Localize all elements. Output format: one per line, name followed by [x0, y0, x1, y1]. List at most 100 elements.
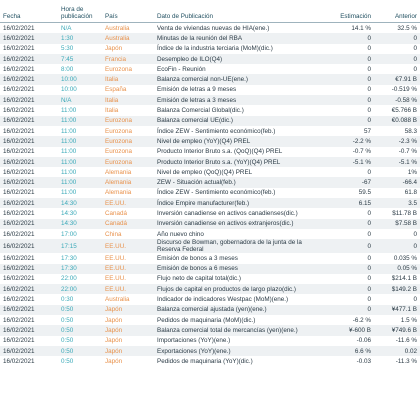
- estimate-cell: 0: [367, 230, 371, 238]
- event-cell: Índice ZEW - Sentimiento económico(feb.): [157, 127, 276, 135]
- estimate-cell: 57: [363, 127, 371, 135]
- time-cell: 0:30: [61, 296, 74, 304]
- country-cell: Francia: [102, 53, 154, 65]
- event-cell: Flujos de capital en productos de largo …: [154, 284, 322, 295]
- estimate-cell: 0: [322, 33, 374, 44]
- previous-cell: 1.5 %: [400, 316, 417, 324]
- row: 16/02/2021 14:30 Canadá Inversión canadiens…: [0, 218, 420, 229]
- previous-cell: -0.519 %: [391, 86, 417, 94]
- country-cell: EE.UU.: [105, 254, 126, 262]
- row: 16/02/2021 17:30 EE.UU. Emisión de bonos a …: [0, 263, 420, 274]
- event-cell: Balanza comercial non-UE(ene.): [154, 74, 322, 85]
- time-cell: 17:00: [61, 230, 77, 238]
- row: 16/02/2021 14:30 EE.UU. Índice Empire manuf…: [0, 198, 420, 209]
- estimate-cell: 0: [322, 218, 374, 229]
- country-cell: Japón: [105, 337, 123, 345]
- date-cell: 16/02/2021: [0, 95, 58, 106]
- date-cell: 16/02/2021: [0, 239, 58, 254]
- time-cell: 11:00: [58, 115, 102, 126]
- time-cell: 0:50: [61, 357, 74, 365]
- time-cell: 1:30: [58, 33, 102, 44]
- event-cell: Inversión canadiense en activos extranje…: [154, 218, 322, 229]
- country-cell: Eurozona: [102, 156, 154, 168]
- date-cell: 16/02/2021: [3, 316, 35, 324]
- country-cell: EE.UU.: [105, 275, 126, 283]
- time-cell: 11:00: [58, 177, 102, 188]
- country-cell: Eurozona: [105, 65, 132, 73]
- event-cell: Índice Empire manufacturer(feb.): [154, 198, 322, 209]
- previous-cell: 58.3: [404, 127, 417, 135]
- row: 16/02/2021 1:30 Australia Minutas de la reu…: [0, 33, 420, 44]
- previous-cell: €0.088 B: [374, 115, 420, 126]
- country-cell: Eurozona: [105, 127, 132, 135]
- event-cell: Pedidos de maquinaria (YoY)(dic.): [157, 357, 253, 365]
- date-cell: 16/02/2021: [3, 209, 35, 217]
- estimate-cell: ¥-600 B: [322, 325, 374, 336]
- country-cell: Italia: [105, 107, 119, 115]
- previous-cell: 0: [413, 230, 417, 238]
- country-cell: Canadá: [105, 209, 128, 217]
- estimate-cell: 0: [322, 263, 374, 274]
- event-cell: Índice ZEW - Sentimiento económico(feb.): [157, 189, 276, 197]
- date-cell: 16/02/2021: [3, 127, 35, 135]
- date-cell: 16/02/2021: [3, 357, 35, 365]
- time-cell: 17:15: [58, 239, 102, 254]
- row: 16/02/2021 7:45 Francia Desempleo de ILO(Q4…: [0, 53, 420, 65]
- estimate-cell: 0: [322, 284, 374, 295]
- previous-cell: $7.58 B: [374, 218, 420, 229]
- row: 16/02/2021 11:00 Alemania Nivel de empleo (…: [0, 167, 420, 177]
- date-cell: 16/02/2021: [0, 33, 58, 44]
- previous-cell: 0: [374, 239, 420, 254]
- estimate-cell: 0: [367, 65, 371, 73]
- row: 16/02/2021 0:50 Japón Importaciones (YoY)(e…: [0, 336, 420, 346]
- event-cell: Importaciones (YoY)(ene.): [157, 337, 231, 345]
- time-cell: 11:00: [58, 156, 102, 168]
- estimate-cell: 59.5: [358, 189, 371, 197]
- event-cell: Balanza comercial ajustada (yen)(ene.): [154, 304, 322, 316]
- country-cell: Australia: [102, 33, 154, 44]
- country-cell: Eurozona: [105, 148, 132, 156]
- estimate-cell: -0.06: [356, 337, 371, 345]
- time-cell: 14:30: [58, 218, 102, 229]
- date-cell: 16/02/2021: [3, 337, 35, 345]
- country-cell: Japón: [105, 316, 123, 324]
- row: 16/02/2021 0:50 Japón Balanza comercial tot…: [0, 325, 420, 336]
- time-cell: 14:30: [58, 198, 102, 209]
- estimate-cell: 0: [322, 239, 374, 254]
- time-cell: 0:50: [61, 316, 74, 324]
- time-cell: 0:50: [58, 325, 102, 336]
- event-cell: Producto Interior Bruto s.a. (YoY)(Q4) P…: [154, 156, 322, 168]
- event-cell: Balanza comercial total de mercancías (y…: [154, 325, 322, 336]
- row: 16/02/2021 11:00 Eurozona Nivel de empleo (…: [0, 136, 420, 147]
- row: 16/02/2021 11:00 Alemania ZEW - Situación a…: [0, 177, 420, 188]
- estimate-cell: 6.15: [322, 198, 374, 209]
- time-cell: 0:50: [58, 345, 102, 357]
- previous-cell: 3.5: [374, 198, 420, 209]
- header-cell: Estimación: [322, 0, 374, 23]
- row: 16/02/2021 17:30 EE.UU. Emisión de bonos a …: [0, 253, 420, 263]
- estimate-cell: 0: [367, 296, 371, 304]
- estimate-cell: 6.6 %: [322, 345, 374, 357]
- date-cell: 16/02/2021: [3, 86, 35, 94]
- event-cell: Producto Interior Bruto s.a. (QoQ)(Q4) P…: [157, 148, 283, 156]
- date-cell: 16/02/2021: [0, 218, 58, 229]
- previous-cell: -11.6 %: [395, 337, 417, 345]
- country-cell: Eurozona: [102, 136, 154, 147]
- estimate-cell: -5.1 %: [322, 156, 374, 168]
- previous-cell: 0.05 %: [374, 263, 420, 274]
- row: 16/02/2021 10:00 Italia Balanza comercial n…: [0, 74, 420, 85]
- estimate-cell: -67: [322, 177, 374, 188]
- estimate-cell: 0: [322, 95, 374, 106]
- date-cell: 16/02/2021: [0, 284, 58, 295]
- date-cell: 16/02/2021: [0, 136, 58, 147]
- date-cell: 16/02/2021: [0, 74, 58, 85]
- date-cell: 16/02/2021: [3, 24, 35, 32]
- event-cell: Emisión de bonos a 3 meses: [157, 254, 238, 262]
- previous-cell: ¥477.1 B: [374, 304, 420, 316]
- date-cell: 16/02/2021: [3, 230, 35, 238]
- event-cell: Emisión de bonos a 6 meses: [154, 263, 322, 274]
- row: 16/02/2021 11:00 Alemania Índice ZEW - Sent…: [0, 188, 420, 198]
- time-cell: 11:00: [61, 107, 77, 115]
- date-cell: 16/02/2021: [0, 156, 58, 168]
- previous-cell: 0: [413, 296, 417, 304]
